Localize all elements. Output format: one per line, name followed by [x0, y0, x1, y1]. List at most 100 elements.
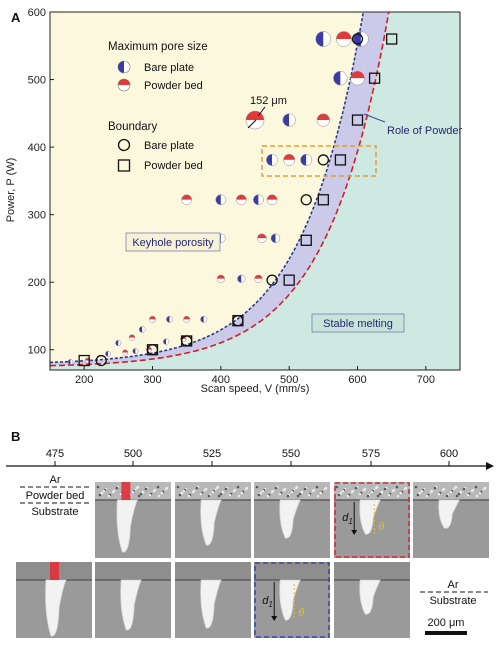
powder-bed-boundary-curve — [50, 12, 390, 367]
scale-bar-label: 200 μm — [428, 617, 465, 629]
pore-markers — [67, 31, 369, 365]
x-tick-label: 300 — [143, 374, 161, 386]
x-axis: 200 300 400 500 600 700 — [75, 366, 435, 386]
pore-marker — [253, 194, 264, 206]
xray-frame — [334, 562, 410, 638]
panel-a-label: A — [11, 10, 21, 25]
pore-marker — [122, 349, 129, 356]
legend-boundary-heading: Boundary — [108, 121, 157, 133]
pore-marker — [115, 339, 122, 347]
speed-tick-label: 550 — [282, 448, 300, 460]
xray-frame — [16, 562, 92, 638]
stable-label-box — [311, 313, 405, 333]
y-tick-label: 500 — [28, 75, 46, 87]
stack2-substrate-label: Substrate — [429, 595, 476, 607]
plot-frame — [49, 11, 461, 371]
stack-ar-label: Ar — [50, 474, 61, 486]
legend-powder-pore-icon — [117, 78, 131, 92]
stack-substrate-label: Substrate — [31, 506, 78, 518]
layer-stack-bottom: Ar Substrate — [420, 579, 488, 607]
xray-frame — [254, 482, 330, 558]
legend-pore-heading: Maximum pore size — [108, 41, 208, 53]
speed-axis: 475 500 525 550 575 600 — [6, 448, 494, 470]
x-axis-label: Scan speed, V (mm/s) — [201, 383, 310, 395]
xray-frame — [175, 562, 251, 638]
scale-bar — [425, 631, 467, 635]
powder-boundary-marker — [351, 114, 364, 126]
speed-tick-label: 525 — [203, 448, 221, 460]
bare-boundary-marker — [351, 33, 364, 45]
phase-map-plot — [50, 12, 460, 370]
legend-bare-pore-icon — [117, 60, 131, 74]
keyhole-label-box — [125, 232, 221, 252]
y-tick-label: 300 — [28, 210, 46, 222]
legend-powder-boundary: Powder bed — [144, 160, 203, 172]
y-tick-label: 400 — [28, 142, 46, 154]
xray-frame — [95, 482, 171, 558]
highlight-box — [261, 145, 377, 177]
pore-marker — [333, 70, 348, 86]
speed-tick-label: 600 — [440, 448, 458, 460]
x-tick-label: 700 — [417, 374, 435, 386]
pore-marker — [215, 194, 227, 206]
keyhole-porosity-label: Keyhole porosity — [132, 237, 214, 249]
pore-marker — [149, 315, 156, 323]
x-tick-label: 500 — [280, 374, 298, 386]
pore-marker — [128, 334, 136, 341]
y-tick-label: 100 — [28, 345, 46, 357]
theta-label: θ — [298, 607, 304, 619]
pore-marker — [166, 315, 174, 323]
pore-marker — [300, 153, 313, 166]
annotation-arrow-bottom — [247, 119, 257, 129]
powder-boundary-marker — [368, 72, 381, 84]
xray-frame — [95, 562, 171, 638]
legend-circle-icon — [117, 138, 131, 152]
powder-boundary-marker — [146, 344, 159, 356]
pore-marker — [163, 338, 170, 345]
speed-tick-label: 475 — [46, 448, 64, 460]
annotation-arrow-top — [257, 106, 266, 117]
pore-marker — [257, 233, 267, 243]
stack2-ar-label: Ar — [448, 579, 459, 591]
legend-square-icon — [117, 159, 131, 172]
pore-marker — [316, 113, 330, 127]
depth-label: d1 — [342, 512, 353, 526]
powder-boundary-marker — [78, 354, 90, 367]
bare-boundary-marker — [317, 154, 329, 166]
boundary-markers — [78, 33, 398, 367]
bare-boundary-marker — [95, 354, 107, 367]
y-tick-label: 200 — [28, 277, 46, 289]
pore-marker — [336, 31, 352, 47]
bare-boundary-marker — [300, 194, 312, 206]
role-of-powder-label: Role of Powder — [387, 125, 463, 137]
pore-marker — [200, 315, 208, 323]
legend-powder-bed: Powder bed — [144, 80, 203, 92]
pore-marker — [67, 359, 74, 365]
pore-marker — [216, 274, 225, 283]
pore-marker — [105, 350, 111, 357]
pore-marker — [138, 326, 146, 333]
xray-frame — [413, 482, 489, 558]
y-tick-label: 600 — [28, 7, 46, 19]
pore-marker — [236, 194, 247, 206]
theta-label: θ — [378, 521, 384, 533]
pore-marker — [254, 274, 263, 283]
legend-bare-plate: Bare plate — [144, 62, 194, 74]
pore-marker — [282, 113, 296, 127]
xray-frame — [175, 482, 251, 558]
powder-boundary-marker — [232, 315, 244, 327]
panel-b-label: B — [11, 429, 20, 444]
legend-bare-boundary: Bare plate — [144, 140, 194, 152]
stable-region-bg — [50, 12, 460, 370]
powder-boundary-marker — [300, 234, 312, 246]
bare-plate-boundary-curve — [50, 12, 365, 364]
pore-marker — [245, 110, 265, 130]
pore-marker — [266, 153, 279, 166]
pore-marker — [132, 348, 139, 355]
powder-boundary-marker — [283, 274, 295, 286]
role-pointer — [363, 113, 386, 123]
x-tick-label: 400 — [212, 374, 230, 386]
xray-frame: d1 θ — [254, 562, 330, 638]
powder-boundary-marker — [334, 154, 347, 166]
